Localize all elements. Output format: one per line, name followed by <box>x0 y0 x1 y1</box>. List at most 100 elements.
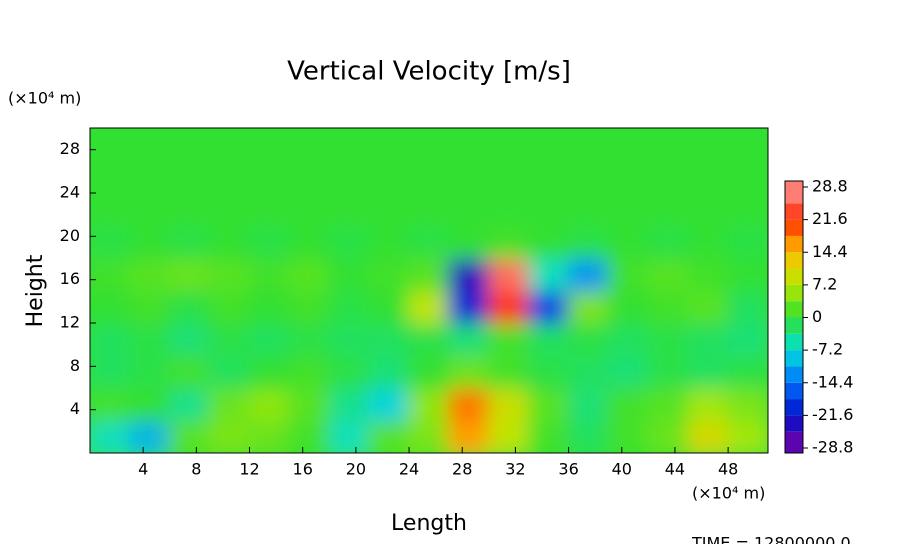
cell <box>288 387 331 422</box>
cell <box>527 289 570 324</box>
cell <box>408 387 450 422</box>
cell <box>527 128 570 162</box>
y-tick-label: 8 <box>70 356 80 375</box>
cell <box>128 128 171 162</box>
cell <box>248 419 291 453</box>
cell <box>647 257 690 292</box>
y-tick-label: 20 <box>60 226 80 245</box>
cell <box>248 128 291 162</box>
x-unit: (×10⁴ m) <box>692 484 765 503</box>
cell <box>487 289 530 324</box>
cell <box>647 322 690 357</box>
colorbar-band <box>785 415 803 432</box>
colorbar-band <box>785 366 803 383</box>
x-tick-label: 12 <box>239 460 259 479</box>
cell <box>567 257 610 292</box>
cell <box>408 354 450 389</box>
cell <box>607 387 650 422</box>
cell <box>487 354 530 389</box>
cell <box>368 128 411 162</box>
cell <box>168 354 211 389</box>
cells <box>90 128 768 453</box>
cell <box>128 289 171 324</box>
cell <box>727 192 768 227</box>
x-tick-label: 24 <box>399 460 419 479</box>
cell <box>248 322 291 357</box>
y-tick-label: 12 <box>60 313 80 332</box>
cell <box>328 257 371 292</box>
cell <box>168 224 211 259</box>
cell <box>168 257 211 292</box>
colorbar-band <box>785 268 803 285</box>
cell <box>90 419 131 453</box>
cell <box>567 322 610 357</box>
footer: TIME = 12800000.0 <box>691 534 851 544</box>
cell <box>328 322 371 357</box>
cell <box>368 257 411 292</box>
x-tick-label: 32 <box>505 460 525 479</box>
cell <box>567 419 610 453</box>
cell <box>687 322 730 357</box>
cell <box>447 322 490 357</box>
colorbar-band <box>785 235 803 253</box>
cell <box>647 289 690 324</box>
cell <box>527 387 570 422</box>
cell <box>567 128 610 162</box>
cell <box>527 257 570 292</box>
cell <box>727 257 768 292</box>
cell <box>128 322 171 357</box>
x-tick-label: 48 <box>718 460 738 479</box>
cell <box>727 387 768 422</box>
cell <box>408 224 450 259</box>
chart-title: Vertical Velocity [m/s] <box>287 57 571 87</box>
cell <box>288 159 331 194</box>
cell <box>208 354 251 389</box>
cell <box>527 419 570 453</box>
cell <box>248 354 291 389</box>
cell <box>647 224 690 259</box>
cell <box>687 224 730 259</box>
x-tick-label: 4 <box>138 460 148 479</box>
cell <box>447 354 490 389</box>
cell <box>328 354 371 389</box>
cell <box>408 419 450 453</box>
cell <box>727 354 768 389</box>
colorbar-band <box>785 284 803 302</box>
cell <box>647 159 690 194</box>
cell <box>567 159 610 194</box>
cell <box>447 257 490 292</box>
x-tick-label: 44 <box>665 460 685 479</box>
cell <box>647 128 690 162</box>
x-tick-label: 28 <box>452 460 472 479</box>
colorbar-band <box>785 431 803 453</box>
field <box>90 128 768 453</box>
cell <box>487 128 530 162</box>
cell <box>288 419 331 453</box>
cell <box>687 387 730 422</box>
cell <box>487 387 530 422</box>
cell <box>248 289 291 324</box>
x-tick-label: 40 <box>612 460 632 479</box>
cell <box>368 322 411 357</box>
cell <box>288 224 331 259</box>
cell <box>128 387 171 422</box>
cell <box>727 159 768 194</box>
y-tick-label: 28 <box>60 139 80 158</box>
cell <box>527 192 570 227</box>
y-tick-label: 16 <box>60 269 80 288</box>
cell <box>128 192 171 227</box>
cell <box>447 419 490 453</box>
cell <box>90 224 131 259</box>
cell <box>328 128 371 162</box>
cell <box>90 128 131 162</box>
colorbar-band <box>785 382 803 400</box>
cell <box>368 354 411 389</box>
cell <box>687 159 730 194</box>
cell <box>128 419 171 453</box>
colorbar-tick-label: 0 <box>812 307 822 326</box>
cell <box>487 159 530 194</box>
colorbar-band <box>785 181 803 204</box>
cell <box>607 354 650 389</box>
cell <box>527 224 570 259</box>
cell <box>248 192 291 227</box>
